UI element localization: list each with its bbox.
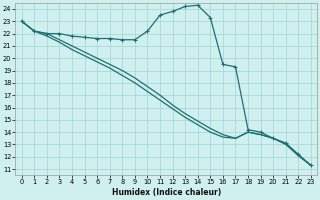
X-axis label: Humidex (Indice chaleur): Humidex (Indice chaleur) <box>112 188 221 197</box>
